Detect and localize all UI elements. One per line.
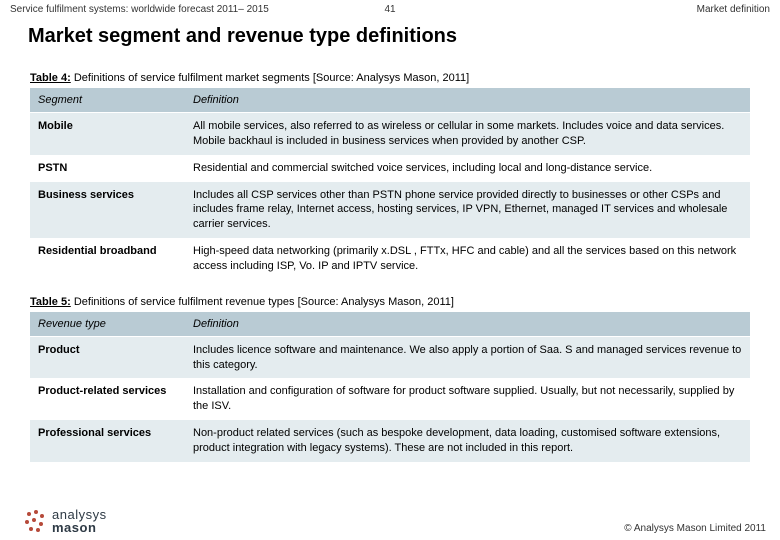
definition-cell: Residential and commercial switched voic… <box>185 155 750 182</box>
segment-cell: Residential broadband <box>30 238 185 280</box>
table4-col1: Segment <box>30 88 185 113</box>
definition-cell: High-speed data networking (primarily x.… <box>185 238 750 280</box>
logo-line2: mason <box>52 521 107 534</box>
header-section: Market definition <box>416 4 770 15</box>
segment-cell: Business services <box>30 182 185 239</box>
table4-caption: Table 4: Definitions of service fulfilme… <box>30 72 750 84</box>
logo-icon <box>24 509 46 533</box>
table-row: Mobile All mobile services, also referre… <box>30 113 750 155</box>
logo-text: analysys mason <box>52 508 107 534</box>
logo: analysys mason <box>24 508 107 534</box>
definition-cell: Non-product related services (such as be… <box>185 420 750 462</box>
table5-header-row: Revenue type Definition <box>30 312 750 337</box>
main-content: Table 4: Definitions of service fulfilme… <box>0 54 780 462</box>
segment-cell: Product <box>30 336 185 378</box>
table4-col2: Definition <box>185 88 750 113</box>
header-doc-title: Service fulfilment systems: worldwide fo… <box>10 4 364 15</box>
table-row: Product Includes licence software and ma… <box>30 336 750 378</box>
table5-caption-label: Table 5: <box>30 296 71 308</box>
table4-caption-label: Table 4: <box>30 72 71 84</box>
definition-cell: Includes all CSP services other than PST… <box>185 182 750 239</box>
copyright-text: © Analysys Mason Limited 2011 <box>624 523 766 534</box>
page-title: Market segment and revenue type definiti… <box>0 17 780 54</box>
table-row: Business services Includes all CSP servi… <box>30 182 750 239</box>
table5-caption: Table 5: Definitions of service fulfilme… <box>30 296 750 308</box>
page-footer: analysys mason © Analysys Mason Limited … <box>0 508 780 534</box>
definition-cell: Installation and configuration of softwa… <box>185 378 750 420</box>
table5: Revenue type Definition Product Includes… <box>30 312 750 462</box>
definition-cell: Includes licence software and maintenanc… <box>185 336 750 378</box>
table-row: PSTN Residential and commercial switched… <box>30 155 750 182</box>
definition-cell: All mobile services, also referred to as… <box>185 113 750 155</box>
table4: Segment Definition Mobile All mobile ser… <box>30 88 750 280</box>
header-page-number: 41 <box>364 4 415 15</box>
table4-caption-text: Definitions of service fulfilment market… <box>71 72 469 84</box>
segment-cell: Mobile <box>30 113 185 155</box>
table4-header-row: Segment Definition <box>30 88 750 113</box>
segment-cell: Product-related services <box>30 378 185 420</box>
segment-cell: Professional services <box>30 420 185 462</box>
table-row: Residential broadband High-speed data ne… <box>30 238 750 280</box>
table5-col1: Revenue type <box>30 312 185 337</box>
table5-col2: Definition <box>185 312 750 337</box>
page-header: Service fulfilment systems: worldwide fo… <box>0 0 780 17</box>
table-row: Product-related services Installation an… <box>30 378 750 420</box>
table-row: Professional services Non-product relate… <box>30 420 750 462</box>
segment-cell: PSTN <box>30 155 185 182</box>
table5-caption-text: Definitions of service fulfilment revenu… <box>71 296 454 308</box>
